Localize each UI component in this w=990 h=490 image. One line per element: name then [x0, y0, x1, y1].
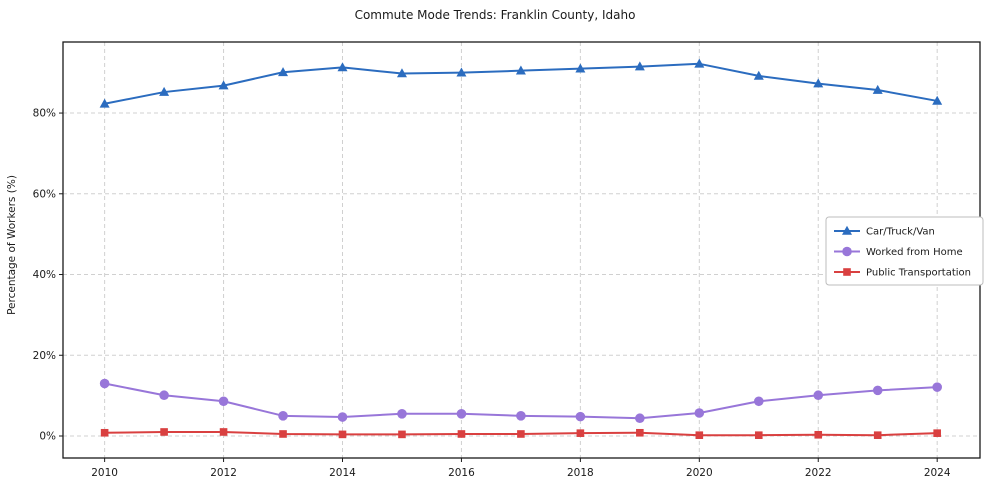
square-marker-icon [160, 428, 168, 436]
x-tick-label: 2010 [91, 467, 118, 479]
series-public-transportation [100, 428, 941, 439]
y-tick-label: 40% [33, 269, 56, 281]
square-marker-icon [636, 428, 644, 437]
square-marker-icon [754, 431, 763, 439]
triangle-marker-icon [515, 65, 526, 75]
triangle-marker-icon [932, 95, 943, 105]
triangle-marker-icon [99, 98, 110, 108]
x-tick-label: 2016 [448, 467, 475, 479]
circle-marker-icon [278, 411, 288, 421]
y-tick-label: 80% [33, 108, 56, 120]
triangle-marker-icon [159, 86, 170, 96]
series-car-truck-van [99, 58, 943, 108]
legend-label: Worked from Home [866, 247, 963, 258]
circle-marker-icon [932, 382, 942, 392]
x-tick-label: 2022 [805, 467, 832, 479]
legend-box [825, 216, 984, 286]
square-marker-icon [338, 430, 347, 439]
circle-marker-icon [397, 408, 407, 419]
y-tick-label: 0% [39, 430, 56, 442]
legend: Car/Truck/Van Worked from Home Public Tran… [825, 216, 984, 286]
square-marker-icon [457, 430, 466, 438]
circle-marker-icon [842, 246, 852, 257]
chart-title: Commute Mode Trends: Franklin County, Id… [354, 8, 636, 22]
circle-marker-icon [337, 412, 348, 422]
x-tick-label: 2024 [924, 467, 951, 479]
circle-marker-icon [159, 390, 169, 401]
triangle-marker-icon [218, 80, 229, 90]
square-marker-icon [873, 431, 882, 439]
circle-marker-icon [99, 378, 110, 389]
circle-marker-icon [872, 385, 883, 396]
triangle-marker-icon [337, 62, 348, 72]
triangle-marker-icon [278, 67, 289, 77]
x-tick-label: 2020 [686, 467, 713, 479]
square-marker-icon [517, 430, 525, 438]
triangle-marker-icon [813, 78, 824, 88]
triangle-marker-icon [456, 67, 467, 77]
square-marker-icon [100, 428, 109, 437]
square-marker-icon [843, 268, 851, 276]
legend-label: Public Transportation [866, 268, 971, 279]
triangle-marker-icon [753, 70, 764, 80]
x-tick-label: 2012 [210, 467, 237, 479]
y-tick-label: 60% [33, 188, 56, 200]
axis-ticks: 2010 2012 2014 2016 2018 2020 2022 2024 0% 20% 40%… [33, 108, 951, 479]
circle-marker-icon [694, 408, 705, 418]
square-marker-icon [279, 430, 287, 438]
square-marker-icon [576, 429, 585, 437]
circle-marker-icon [218, 396, 229, 407]
circle-marker-icon [456, 408, 467, 419]
series-worked-from-home [99, 378, 942, 424]
square-marker-icon [398, 430, 406, 439]
square-marker-icon [933, 429, 941, 437]
x-tick-label: 2018 [567, 467, 594, 479]
circle-marker-icon [635, 413, 645, 424]
x-tick-label: 2014 [329, 467, 356, 479]
circle-marker-icon [575, 411, 586, 422]
triangle-marker-icon [872, 84, 883, 94]
circle-marker-icon [813, 390, 824, 401]
triangle-marker-icon [575, 63, 586, 73]
y-tick-label: 20% [33, 350, 56, 362]
triangle-marker-icon [694, 58, 705, 68]
circle-marker-icon [753, 396, 764, 407]
square-marker-icon [695, 431, 704, 439]
triangle-marker-icon [634, 61, 645, 71]
triangle-marker-icon [396, 68, 407, 78]
triangle-marker-icon [842, 225, 852, 235]
square-marker-icon [814, 430, 823, 439]
circle-marker-icon [516, 411, 526, 421]
square-marker-icon [219, 428, 228, 436]
legend-label: Car/Truck/Van [866, 227, 935, 238]
